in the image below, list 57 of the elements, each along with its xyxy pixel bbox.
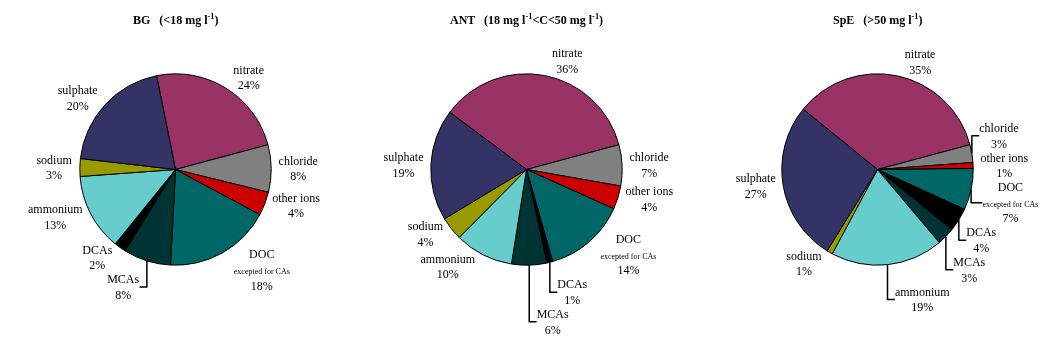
slice-label: ammonium (894, 284, 951, 299)
data-label: 19% (911, 300, 934, 315)
data-label: 10% (436, 267, 459, 282)
slice-label: sulphate (735, 171, 776, 186)
data-label: 7% (1002, 211, 1019, 226)
data-label: 19% (392, 165, 415, 180)
slice-label: other ions (272, 190, 321, 205)
data-label: 36% (556, 62, 579, 77)
data-label: 8% (115, 287, 132, 302)
slice-label: DCAs (966, 225, 997, 240)
slice-label: MCAs (536, 307, 569, 322)
chart-title: BG (<18 mg l$^{-1}$) (133, 12, 219, 28)
data-label: 24% (237, 78, 260, 93)
slice-label: sodium (786, 248, 823, 263)
data-label: 3% (990, 136, 1007, 151)
slice-label: MCAs (953, 255, 986, 270)
data-label: 13% (44, 217, 67, 232)
slice-label: DOC excepted for CAs (233, 247, 290, 277)
data-label: 3% (46, 168, 63, 183)
data-label: 1% (564, 293, 581, 308)
slice-label: chloride (278, 153, 318, 168)
slice-label: ammonium (420, 251, 476, 266)
slice-label: sodium (36, 152, 73, 167)
data-label: 1% (996, 166, 1013, 181)
data-label: 4% (288, 206, 305, 221)
chart-title: ANT (18 mg l$^{-1}$<C<50 mg l$^{-1}$) (450, 12, 604, 28)
data-label: 1% (795, 264, 812, 279)
slice-label: nitrate (904, 46, 936, 61)
slice-label: sulphate (383, 149, 424, 164)
data-label: 27% (744, 186, 767, 201)
data-label: 4% (973, 241, 990, 256)
slice-label: nitrate (551, 46, 583, 61)
data-label: 14% (617, 263, 640, 278)
slice-label: chloride (629, 150, 669, 165)
slice-label: DOC excepted for CAs (982, 180, 1039, 209)
data-label: 2% (89, 258, 106, 273)
slice-label: sodium (407, 219, 444, 234)
slice-label: ammonium (27, 202, 84, 217)
data-label: 35% (909, 62, 932, 77)
data-label: 20% (66, 98, 89, 113)
slice-label: MCAs (107, 272, 140, 287)
slice-label: DCAs (82, 242, 113, 257)
slice-label: sulphate (57, 83, 98, 98)
data-label: 6% (544, 322, 561, 337)
data-label: 4% (417, 235, 434, 250)
slice-label: other ions (625, 184, 674, 199)
data-label: 8% (290, 169, 307, 184)
data-label: 18% (250, 278, 273, 293)
slice-label: nitrate (233, 62, 264, 77)
slice-label: other ions (980, 150, 1029, 165)
data-label: 3% (961, 270, 978, 285)
data-label: 7% (641, 166, 658, 181)
data-label: 4% (641, 199, 658, 214)
slice-label: DOC excepted for CAs (600, 232, 657, 261)
chart-title: SpE (>50 mg l$^{-1}$) (833, 12, 923, 28)
slice-label: chloride (979, 121, 1019, 136)
slice-label: DCAs (557, 277, 588, 292)
